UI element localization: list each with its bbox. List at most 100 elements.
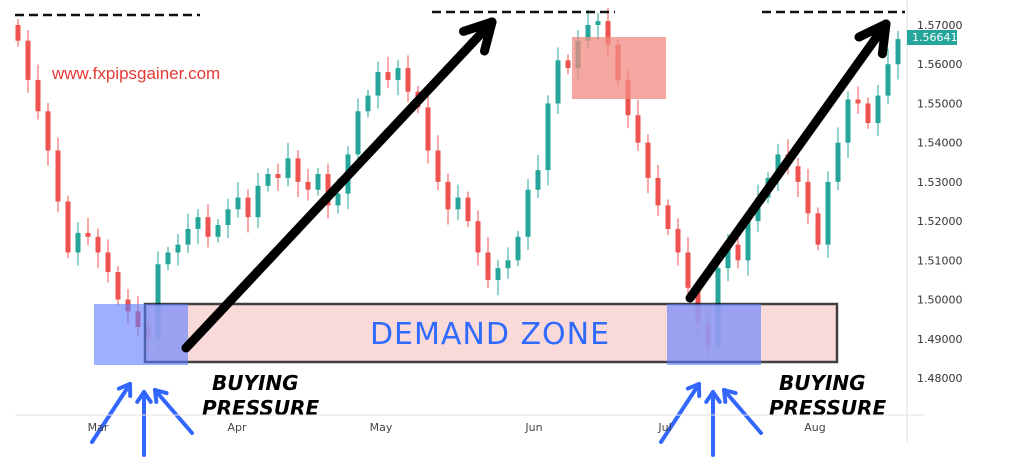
candle-body (895, 39, 901, 65)
candle-body (285, 158, 291, 178)
candle-body (725, 244, 731, 269)
buying-pressure-zone (94, 304, 188, 365)
candle-body (635, 115, 641, 143)
candle-body (495, 268, 501, 280)
candle-body (875, 95, 881, 124)
candle-body (45, 111, 51, 151)
candle-body (645, 142, 651, 178)
pointer-arrow (153, 388, 194, 435)
candle-body (25, 40, 31, 80)
candle-body (85, 232, 91, 237)
uptrend-arrow-head (479, 17, 497, 56)
uptrend-arrow (181, 17, 497, 353)
buying-pressure-zone (667, 304, 761, 365)
candle-body (225, 209, 231, 226)
candle-body (275, 174, 281, 178)
month-tick-label: Jul (657, 421, 671, 434)
candle-body (735, 244, 741, 261)
candle-body (505, 260, 511, 269)
candle-body (385, 72, 391, 80)
pointer-arrow-head (142, 390, 153, 404)
candle-body (825, 181, 831, 245)
month-tick-label: May (370, 421, 393, 434)
candle-body (585, 25, 591, 41)
candle-body (115, 272, 121, 300)
buying-pressure-label: BUYING (212, 371, 299, 395)
candle-body (685, 252, 691, 288)
price-tick-label: 1.57000 (917, 19, 963, 32)
candle-body (165, 252, 171, 265)
candle-body (445, 181, 451, 210)
candle-body (485, 252, 491, 280)
demand-zone-label: DEMAND ZONE (370, 317, 610, 352)
candle-body (185, 228, 191, 245)
candle-body (675, 228, 681, 253)
pointer-arrow (659, 382, 701, 444)
candle-body (555, 60, 561, 104)
candle-body (175, 244, 181, 253)
candle-body (845, 99, 851, 143)
pointer-arrow (722, 388, 763, 435)
candle-body (335, 193, 341, 206)
buying-pressure-label: PRESSURE (769, 396, 886, 420)
candle-body (15, 25, 21, 41)
candle-body (595, 21, 601, 25)
last-price-label: 1.56641 (912, 31, 958, 44)
buying-pressure-label: BUYING (779, 371, 866, 395)
candle-body (35, 79, 41, 112)
candle-body (565, 60, 571, 69)
uptrend-arrow-head (877, 19, 891, 59)
candle-body (435, 150, 441, 182)
price-tick-label: 1.49000 (917, 333, 963, 346)
candle-body (245, 197, 251, 218)
month-tick-label: Jun (524, 421, 542, 434)
pointer-arrow (90, 382, 132, 444)
last-price-badge (907, 30, 957, 45)
candle-body (425, 107, 431, 151)
candle-body (325, 174, 331, 206)
candle-body (885, 64, 891, 96)
candle-body (55, 150, 61, 202)
candle-body (195, 217, 201, 229)
candle-body (155, 264, 161, 339)
candle-body (105, 252, 111, 273)
price-tick-label: 1.52000 (917, 215, 963, 228)
supply-zone-box (572, 37, 666, 99)
price-tick-label: 1.53000 (917, 176, 963, 189)
candle-body (355, 111, 361, 155)
candle-body (835, 142, 841, 182)
candle-body (455, 197, 461, 210)
price-tick-label: 1.48000 (917, 372, 963, 385)
candle-body (235, 197, 241, 210)
candle-body (605, 21, 611, 45)
candle-body (655, 177, 661, 206)
candle-body (65, 201, 71, 253)
candle-body (265, 174, 271, 186)
candle-body (255, 185, 261, 218)
price-tick-label: 1.51000 (917, 254, 963, 267)
month-tick-label: Apr (227, 421, 247, 434)
candle-body (515, 236, 521, 261)
buying-pressure-label: PRESSURE (202, 396, 319, 420)
candle-body (305, 181, 311, 190)
candle-body (795, 166, 801, 182)
candle-body (315, 174, 321, 190)
candle-body (525, 189, 531, 237)
candle-body (75, 232, 81, 253)
candle-body (395, 68, 401, 80)
candle-body (775, 154, 781, 178)
price-tick-label: 1.50000 (917, 294, 963, 307)
price-tick-label: 1.56000 (917, 58, 963, 71)
candle-body (475, 221, 481, 253)
pointer-arrow-head (722, 388, 738, 396)
candle-body (465, 197, 471, 222)
pointer-arrow-head (711, 390, 722, 404)
candle-body (865, 103, 871, 124)
candle-body (535, 170, 541, 190)
candle-body (745, 221, 751, 261)
candle-body (365, 95, 371, 112)
candle-body (805, 181, 811, 214)
candle-body (545, 103, 551, 171)
watermark: www.fxpipsgainer.com (51, 64, 220, 83)
